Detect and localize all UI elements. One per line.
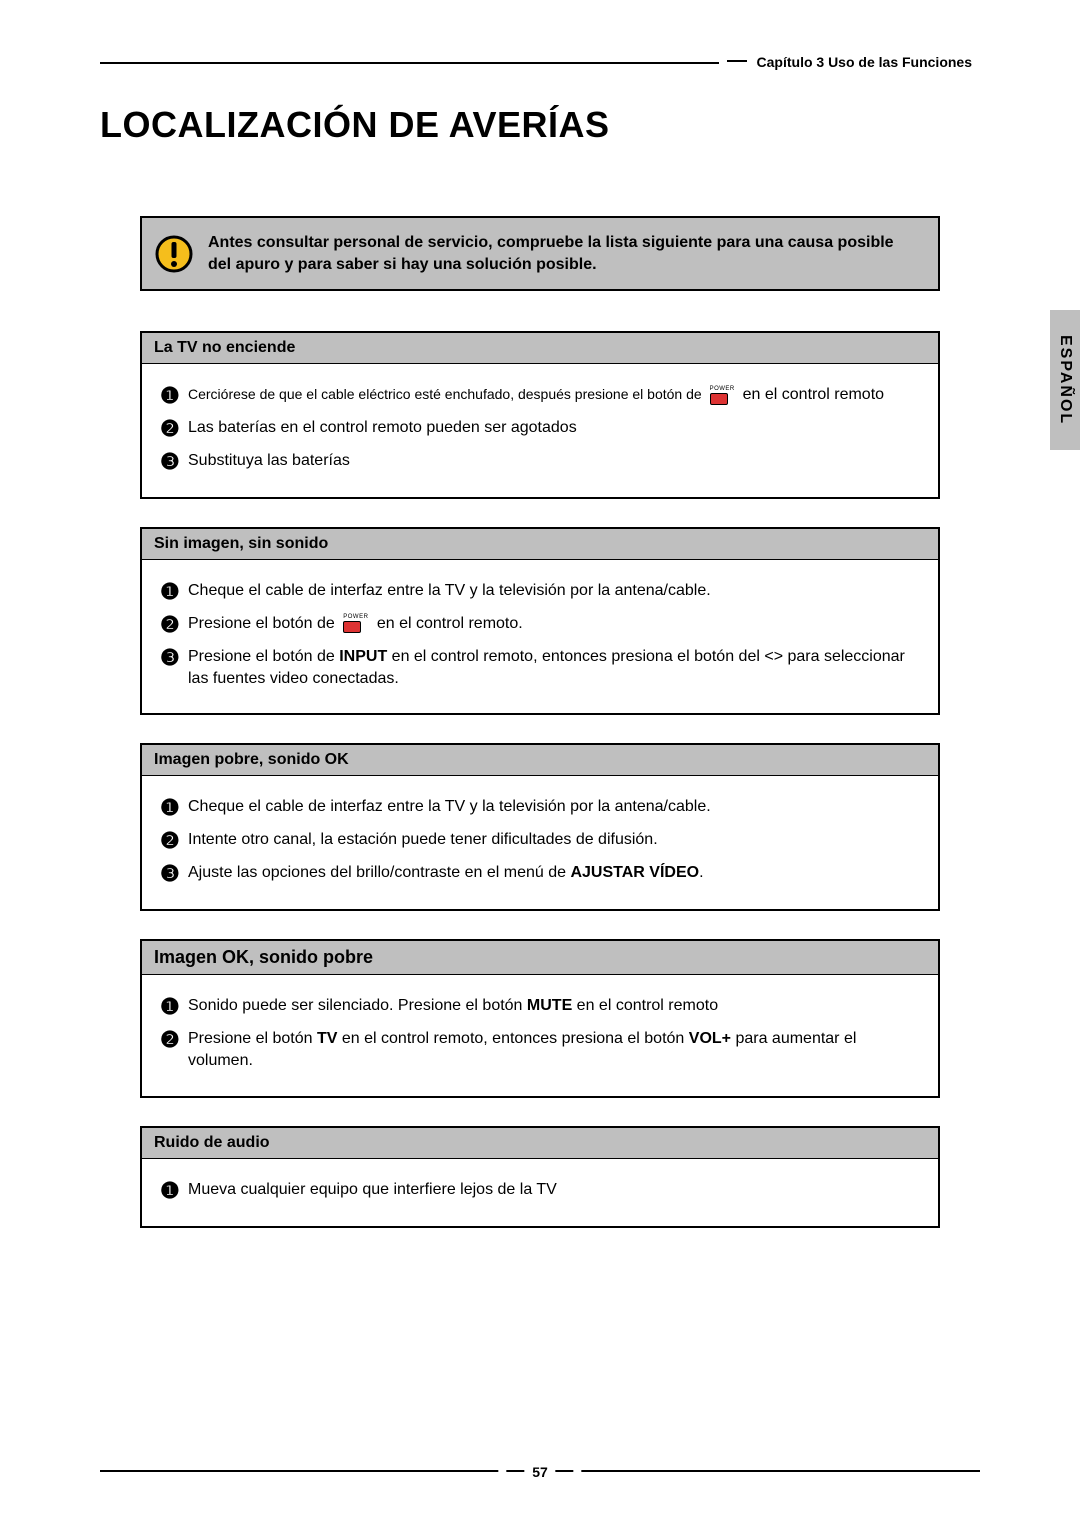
step-item: ❶ Sonido puede ser silenciado. Presione … [160,995,920,1018]
step-item: ❷ Presione el botón de POWER en el contr… [160,613,920,636]
step-number-icon: ❶ [160,797,188,819]
trouble-section-tv-no-power: La TV no enciende ❶ Cerciórese de que el… [140,331,940,499]
page-frame: Capítulo 3 Uso de las Funciones LOCALIZA… [100,62,980,1472]
step-number-icon: ❷ [160,1029,188,1051]
step-number-icon: ❸ [160,647,188,669]
step-number-icon: ❸ [160,863,188,885]
step-number-icon: ❶ [160,581,188,603]
step-item: ❶ Cerciórese de que el cable eléctrico e… [160,384,920,407]
trouble-section-no-image-sound: Sin imagen, sin sonido ❶ Cheque el cable… [140,527,940,715]
step-text: Cheque el cable de interfaz entre la TV … [188,796,920,818]
page-title: LOCALIZACIÓN DE AVERÍAS [100,104,980,146]
power-button-icon: POWER [710,386,735,405]
step-item: ❶ Cheque el cable de interfaz entre la T… [160,580,920,603]
section-body: ❶ Cheque el cable de interfaz entre la T… [142,560,938,713]
step-text: Cheque el cable de interfaz entre la TV … [188,580,920,602]
warning-icon [154,234,194,274]
section-body: ❶ Mueva cualquier equipo que interfiere … [142,1159,938,1226]
section-header: Ruido de audio [142,1128,938,1159]
step-text: Las baterías en el control remoto pueden… [188,417,920,439]
step-text: Ajuste las opciones del brillo/contraste… [188,862,920,884]
warning-text: Antes consultar personal de servicio, co… [208,232,920,275]
step-item: ❷ Intente otro canal, la estación puede … [160,829,920,852]
language-tab: ESPAÑOL [1050,310,1080,450]
step-text: Presione el botón TV en el control remot… [188,1028,920,1071]
step-number-icon: ❶ [160,385,188,407]
page-number: 57 [498,1464,581,1480]
step-item: ❶ Mueva cualquier equipo que interfiere … [160,1179,920,1202]
trouble-section-poor-sound: Imagen OK, sonido pobre ❶ Sonido puede s… [140,939,940,1097]
step-number-icon: ❸ [160,451,188,473]
step-number-icon: ❷ [160,614,188,636]
section-body: ❶ Cerciórese de que el cable eléctrico e… [142,364,938,497]
step-text: Presione el botón de INPUT en el control… [188,646,920,689]
step-number-icon: ❷ [160,830,188,852]
step-item: ❸ Ajuste las opciones del brillo/contras… [160,862,920,885]
step-item: ❷ Presione el botón TV en el control rem… [160,1028,920,1071]
section-header: La TV no enciende [142,333,938,364]
section-header: Sin imagen, sin sonido [142,529,938,560]
chapter-header: Capítulo 3 Uso de las Funciones [719,54,980,70]
step-text: Presione el botón de POWER en el control… [188,613,920,635]
section-body: ❶ Cheque el cable de interfaz entre la T… [142,776,938,909]
step-number-icon: ❶ [160,1180,188,1202]
language-tab-label: ESPAÑOL [1056,335,1074,425]
step-text: Sonido puede ser silenciado. Presione el… [188,995,920,1017]
step-item: ❸ Presione el botón de INPUT en el contr… [160,646,920,689]
chapter-header-text: Capítulo 3 Uso de las Funciones [757,54,972,70]
trouble-section-audio-noise: Ruido de audio ❶ Mueva cualquier equipo … [140,1126,940,1228]
section-header: Imagen pobre, sonido OK [142,745,938,776]
section-header: Imagen OK, sonido pobre [142,941,938,975]
step-number-icon: ❷ [160,418,188,440]
warning-box: Antes consultar personal de servicio, co… [140,216,940,291]
step-item: ❷ Las baterías en el control remoto pued… [160,417,920,440]
power-button-icon: POWER [343,614,368,633]
step-text: Cerciórese de que el cable eléctrico est… [188,384,920,406]
step-text: Mueva cualquier equipo que interfiere le… [188,1179,920,1201]
step-text: Substituya las baterías [188,450,920,472]
step-number-icon: ❶ [160,996,188,1018]
step-item: ❶ Cheque el cable de interfaz entre la T… [160,796,920,819]
step-item: ❸ Substituya las baterías [160,450,920,473]
step-text: Intente otro canal, la estación puede te… [188,829,920,851]
section-body: ❶ Sonido puede ser silenciado. Presione … [142,975,938,1095]
trouble-section-poor-image: Imagen pobre, sonido OK ❶ Cheque el cabl… [140,743,940,911]
